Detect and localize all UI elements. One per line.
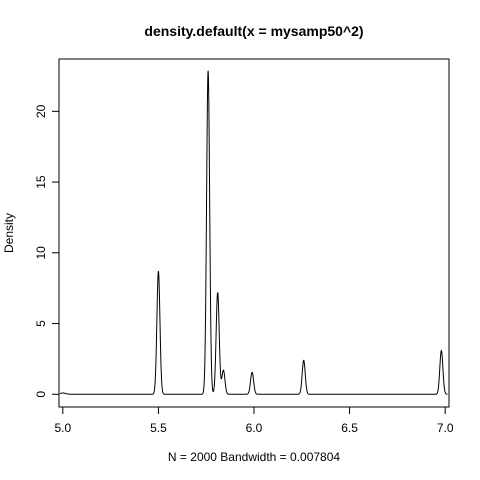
y-axis-label: Density xyxy=(2,213,16,253)
y-tick-label: 10 xyxy=(34,246,48,260)
y-tick-label: 15 xyxy=(34,175,48,189)
x-axis-label: N = 2000 Bandwidth = 0.007804 xyxy=(168,450,340,464)
x-tick-label: 5.0 xyxy=(54,421,71,435)
y-axis: 0 5 10 15 20 xyxy=(34,104,60,398)
x-axis: 5.0 5.5 6.0 6.5 7.0 xyxy=(54,406,454,435)
density-curve xyxy=(59,70,448,395)
x-tick-label: 6.0 xyxy=(246,421,263,435)
x-tick-label: 5.5 xyxy=(150,421,167,435)
plot-frame xyxy=(58,58,450,408)
y-tick-label: 0 xyxy=(34,391,48,398)
x-tick-label: 7.0 xyxy=(437,421,454,435)
chart-title: density.default(x = mysamp50^2) xyxy=(144,23,363,39)
y-tick-label: 5 xyxy=(34,320,48,327)
y-tick-label: 20 xyxy=(34,104,48,118)
x-tick-label: 6.5 xyxy=(341,421,358,435)
